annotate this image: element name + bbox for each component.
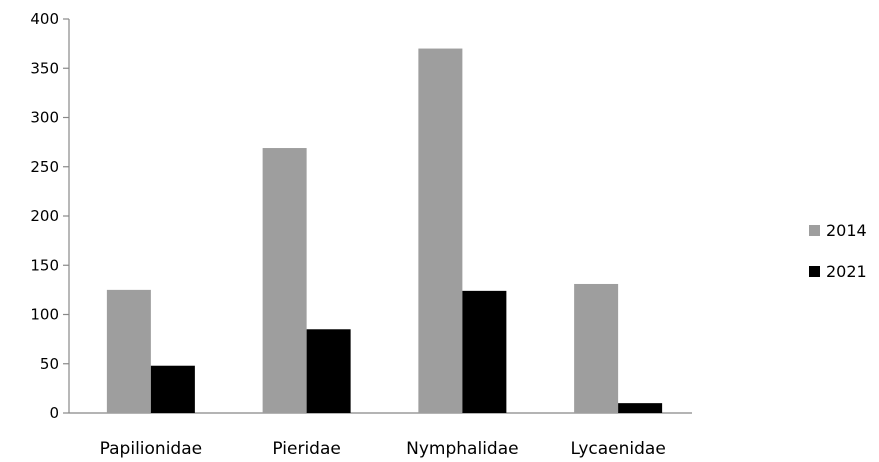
x-category-label: Papilionidae [100,439,202,459]
bar-2014-nymphalidae [418,48,463,414]
y-tick-label: 350 [30,59,59,77]
bar-2014-pieridae [262,148,307,413]
x-category-label: Lycaenidae [570,439,665,459]
x-axis-labels: Papilionidae Pieridae Nymphalidae Lycaenida… [100,439,666,459]
bar-2021-papilionidae [150,365,195,413]
bar-2021-lycaenidae [618,403,663,413]
y-axis-ticks: 0 50 100 150 200 250 300 350 400 [30,10,69,422]
legend-swatch-2021 [809,266,820,277]
y-tick-label: 250 [30,158,59,176]
bar-2014-papilionidae [106,289,151,413]
x-category-label: Nymphalidae [406,439,518,459]
y-tick-label: 0 [49,404,59,422]
bar-2021-nymphalidae [462,290,507,413]
bar-group [106,48,663,414]
bar-2014-lycaenidae [574,283,619,413]
legend: 2014 2021 [809,221,867,281]
legend-swatch-2014 [809,225,820,236]
x-category-label: Pieridae [272,439,340,459]
legend-label-2014: 2014 [826,221,867,240]
legend-label-2021: 2021 [826,262,867,281]
y-tick-label: 200 [30,207,59,225]
y-tick-label: 300 [30,109,59,127]
y-tick-label: 50 [40,355,59,373]
bar-2021-pieridae [306,329,351,413]
y-tick-label: 400 [30,10,59,28]
y-tick-label: 150 [30,256,59,274]
y-tick-label: 100 [30,306,59,324]
